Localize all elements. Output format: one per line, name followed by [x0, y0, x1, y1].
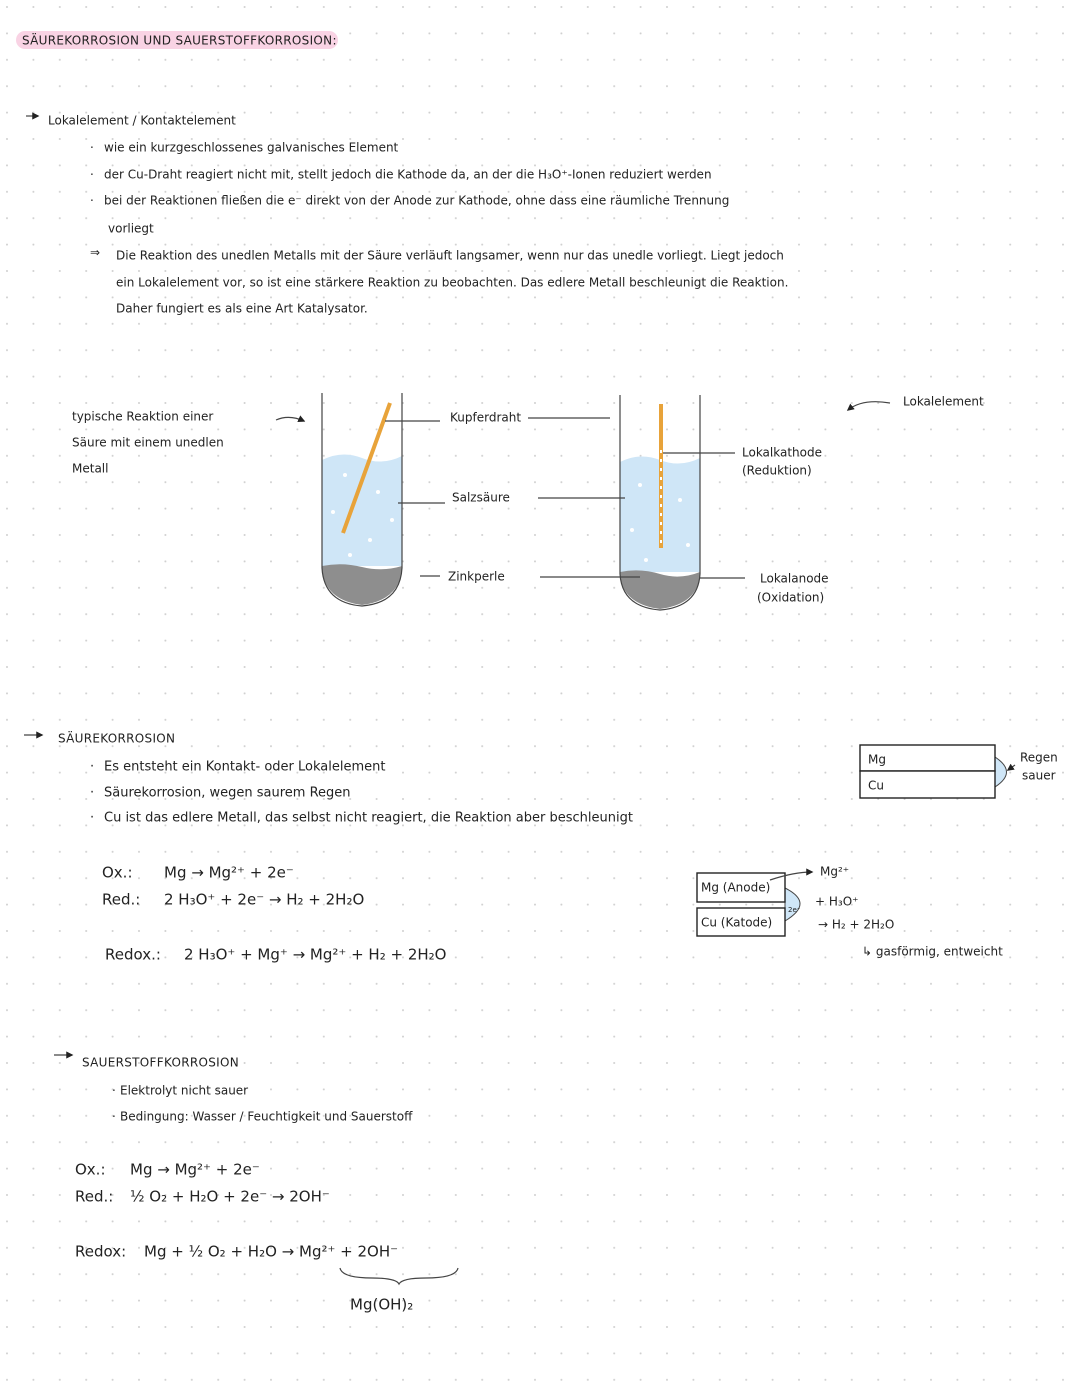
- cell-note: ↳ gasförmig, entweicht: [862, 945, 1003, 959]
- box-label: Cu: [868, 779, 884, 793]
- bullet-text: wie ein kurzgeschlossenes galvanisches E…: [104, 141, 399, 155]
- equation: Mg → Mg²⁺ + 2e⁻: [130, 1161, 260, 1179]
- cell-drawing: [696, 868, 814, 937]
- label: (Oxidation): [757, 591, 824, 605]
- equation-label: Ox.:: [102, 864, 133, 882]
- arrow: [275, 415, 306, 422]
- caption: Säure mit einem unedlen: [72, 436, 224, 450]
- caption: typische Reaktion einer: [72, 410, 213, 424]
- test-tube-2: [619, 395, 701, 611]
- bullet: ·: [90, 194, 94, 208]
- test-tube-1: [321, 393, 403, 607]
- equation: 2 H₃O⁺ + Mg⁺ → Mg²⁺ + H₂ + 2H₂O: [184, 946, 446, 964]
- equation-label: Redox.:: [105, 946, 161, 964]
- bullet-text: bei der Reaktionen fließen die e⁻ direkt…: [104, 194, 729, 208]
- equation-label: Ox.:: [75, 1161, 106, 1179]
- caption: Metall: [72, 462, 108, 476]
- bullet: ·: [90, 168, 94, 182]
- product: Mg(OH)₂: [350, 1296, 413, 1314]
- heading: SÄUREKORROSION: [58, 731, 175, 746]
- bullet-text: Bedingung: Wasser / Feuchtigkeit und Sau…: [120, 1110, 413, 1124]
- bullet: ·: [112, 1110, 116, 1124]
- conclusion-line: Daher fungiert es als eine Art Katalysat…: [116, 302, 368, 316]
- label: Zinkperle: [448, 570, 505, 584]
- label: Lokalanode: [760, 572, 829, 586]
- bullet: ·: [90, 760, 94, 775]
- heading: Lokalelement / Kontaktelement: [48, 114, 236, 128]
- bullet: ·: [90, 786, 94, 801]
- label: (Reduktion): [742, 464, 812, 478]
- cell-label: Cu (Katode): [701, 916, 772, 930]
- bullet-text: Es entsteht ein Kontakt- oder Lokaleleme…: [104, 760, 386, 775]
- bullet-text: Elektrolyt nicht sauer: [120, 1084, 248, 1098]
- cell-note: Mg²⁺: [820, 865, 849, 879]
- bullet-text: vorliegt: [108, 222, 154, 236]
- equation: 2 H₃O⁺ + 2e⁻ → H₂ + 2H₂O: [164, 891, 364, 909]
- bullet-text: der Cu-Draht reagiert nicht mit, stellt …: [104, 168, 712, 182]
- conclusion-line: Die Reaktion des unedlen Metalls mit der…: [116, 249, 784, 263]
- bullet-text: Cu ist das edlere Metall, das selbst nic…: [104, 811, 633, 826]
- electron-label: 2e⁻: [788, 906, 801, 914]
- cell-note: + H₃O⁺: [815, 895, 858, 909]
- bullet: ·: [90, 141, 94, 155]
- label: Kupferdraht: [450, 411, 521, 425]
- equation-label: Red.:: [75, 1188, 113, 1206]
- equation-label: Redox:: [75, 1243, 126, 1261]
- title: SÄUREKORROSION UND SAUERSTOFFKORROSION:: [22, 33, 337, 48]
- cell-label: Mg (Anode): [701, 881, 770, 895]
- arrow: [846, 401, 891, 411]
- equation: Mg + ½ O₂ + H₂O → Mg²⁺ + 2OH⁻: [144, 1243, 398, 1261]
- rain-label: Regen: [1020, 751, 1058, 765]
- equation: Mg → Mg²⁺ + 2e⁻: [164, 864, 294, 882]
- title-highlight: [16, 31, 338, 49]
- bullet-text: Säurekorrosion, wegen saurem Regen: [104, 786, 351, 801]
- conclusion-line: ein Lokalelement vor, so ist eine stärke…: [116, 276, 788, 290]
- metal-box: [859, 744, 1016, 799]
- equation: ½ O₂ + H₂O + 2e⁻ → 2OH⁻: [130, 1188, 330, 1206]
- box-label: Mg: [868, 753, 886, 767]
- heading: SAUERSTOFFKORROSION: [82, 1056, 239, 1070]
- rain-label: sauer: [1022, 769, 1056, 783]
- label: Salzsäure: [452, 491, 510, 505]
- cell-note: → H₂ + 2H₂O: [818, 918, 894, 932]
- label: Lokalkathode: [742, 446, 822, 460]
- bullet: ·: [112, 1084, 116, 1098]
- brace: [339, 1267, 459, 1286]
- equation-label: Red.:: [102, 891, 140, 909]
- label: Lokalelement: [903, 395, 984, 409]
- bullet: ·: [90, 811, 94, 826]
- implies-arrow: ⇒: [90, 246, 100, 260]
